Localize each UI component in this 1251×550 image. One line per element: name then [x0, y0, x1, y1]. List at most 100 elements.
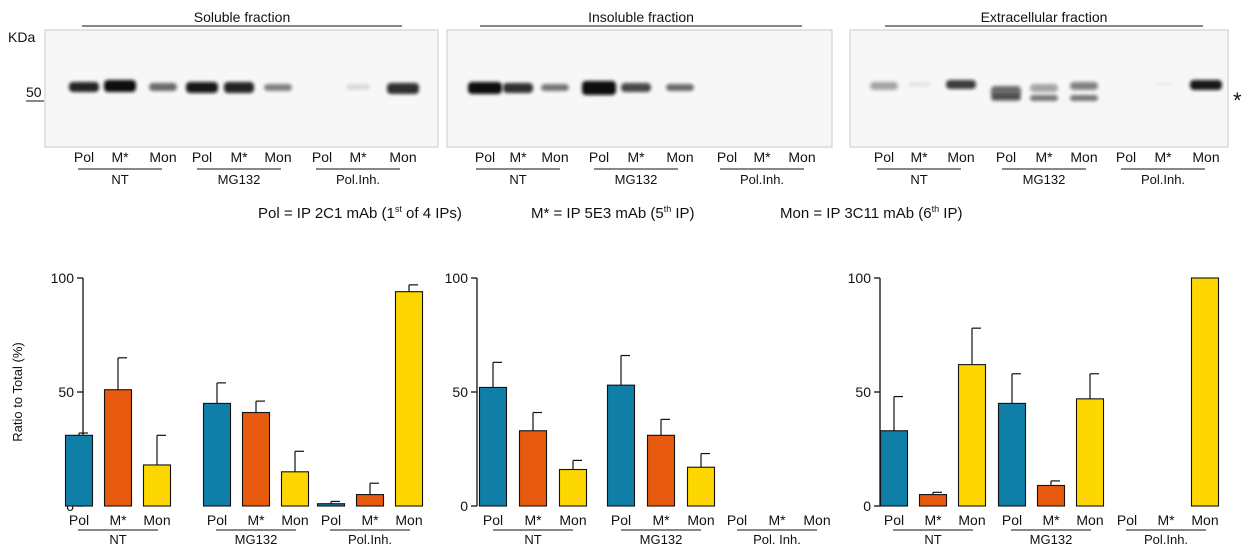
blot-band [387, 83, 419, 94]
x-tick-label: Mon [281, 512, 308, 528]
bar-chart-3: 0 50 100 Pol M* Mon Pol M* Mon Pol M* Mon NT MG132 Pol… [848, 270, 1220, 547]
bar [997, 402, 1027, 507]
bar [558, 468, 588, 507]
y-tick-label: 100 [848, 270, 872, 286]
blot-lane-label: M* [753, 149, 771, 165]
bar [316, 503, 346, 507]
blot-group-label: MG132 [1023, 172, 1066, 187]
blot-band [946, 80, 976, 89]
blot-band [1153, 82, 1173, 86]
kda-label: KDa [8, 29, 35, 45]
blot-band [69, 82, 99, 92]
y-tick-label: 100 [51, 270, 75, 286]
blot-group-label: Pol.Inh. [336, 172, 380, 187]
bar-chart-2: 0 50 100 Pol M* Mon Pol M* Mon Pol M* Mon NT MG132 Pol… [445, 270, 831, 547]
x-tick-label: Mon [395, 512, 422, 528]
x-tick-label: M* [652, 512, 670, 528]
blot-lane-label: M* [1035, 149, 1053, 165]
x-tick-label: Pol [207, 512, 227, 528]
x-tick-label: M* [524, 512, 542, 528]
bar [103, 389, 133, 507]
blot-band [468, 82, 502, 94]
bar [142, 464, 172, 507]
group-label: Pol.Inh. [1144, 532, 1188, 547]
x-tick-label: Pol [483, 512, 503, 528]
blot-lane-label: Mon [947, 149, 974, 165]
blot-lane-label: Mon [1070, 149, 1097, 165]
blot-lane-label: Pol [717, 149, 737, 165]
blot-group-label: MG132 [615, 172, 658, 187]
x-tick-label: Pol [69, 512, 89, 528]
blot-group-label: Pol.Inh. [740, 172, 784, 187]
blot-lane-label: Pol [475, 149, 495, 165]
blot-lane-label: Pol [1116, 149, 1136, 165]
blot-band-lower [991, 95, 1021, 101]
legend-mon: Mon = IP 3C11 mAb (6th IP) [780, 204, 963, 223]
blot-band [1070, 82, 1098, 90]
y-tick-label: 50 [855, 384, 871, 400]
blot-lane-label: Mon [541, 149, 568, 165]
blot-lane-label: Mon [389, 149, 416, 165]
x-tick-label: Pol [611, 512, 631, 528]
legend-m-star: M* = IP 5E3 mAb (5th IP) [531, 204, 695, 223]
blot-band [582, 81, 616, 95]
bar-chart-1: 050100Ratio to Total (%)PolM*MonPolM*Mon… [10, 270, 424, 547]
bar [394, 291, 424, 507]
x-tick-label: Mon [958, 512, 985, 528]
bar [1190, 277, 1220, 507]
blot-band [1190, 80, 1222, 90]
x-tick-label: Pol [1002, 512, 1022, 528]
blot-lane-label: M* [111, 149, 129, 165]
group-label: Pol.Inh. [348, 532, 392, 547]
bar [241, 411, 271, 507]
x-tick-label: Mon [803, 512, 830, 528]
bar [202, 402, 232, 507]
x-tick-label: Mon [1191, 512, 1218, 528]
blot-lane-label: Pol [192, 149, 212, 165]
bar [686, 466, 716, 507]
blot-group-label: Pol.Inh. [1141, 172, 1185, 187]
blot-band [104, 80, 136, 92]
y-tick-label: 100 [445, 270, 469, 286]
group-label: MG132 [235, 532, 278, 547]
blot-title: Soluble fraction [194, 9, 291, 25]
y-axis-label: Ratio to Total (%) [10, 342, 25, 441]
blot-band [346, 84, 370, 90]
group-label: MG132 [1030, 532, 1073, 547]
bar [478, 386, 508, 507]
blot-lane-label: M* [627, 149, 645, 165]
blot-band [149, 83, 177, 91]
blot-band-lower [1030, 95, 1058, 101]
blot-group-label: NT [111, 172, 128, 187]
blot-panel-1: Soluble fraction Pol M* Mon Pol M* Mon Pol M* Mon… [44, 9, 439, 187]
blot-lane-label: Mon [149, 149, 176, 165]
group-label: NT [524, 532, 541, 547]
blot-lane-label: Pol [589, 149, 609, 165]
x-tick-label: M* [109, 512, 127, 528]
bar [1036, 484, 1066, 507]
blot-band [541, 84, 569, 91]
blot-lane-label: Pol [996, 149, 1016, 165]
blot-band-lower [1070, 95, 1098, 101]
blot-group-label: NT [910, 172, 927, 187]
bar [606, 384, 636, 507]
bar [879, 430, 909, 507]
x-tick-label: M* [924, 512, 942, 528]
blot-band [908, 82, 930, 87]
blot-lane-label: Mon [788, 149, 815, 165]
blot-lane-label: Mon [1192, 149, 1219, 165]
blot-lane-label: Mon [666, 149, 693, 165]
x-tick-label: M* [1157, 512, 1175, 528]
blot-lane-label: Pol [74, 149, 94, 165]
x-tick-label: Mon [687, 512, 714, 528]
blot-lane-label: M* [230, 149, 248, 165]
blot-lane-label: Pol [874, 149, 894, 165]
blot-band [666, 84, 694, 91]
blot-lane-label: M* [509, 149, 527, 165]
y-tick-label: 0 [863, 498, 871, 514]
blot-panel-2: Insoluble fraction Pol M* Mon Pol M* Mon Pol M* M… [446, 9, 833, 187]
blot-lane-label: Pol [312, 149, 332, 165]
bar [646, 434, 676, 507]
blot-band [1030, 84, 1058, 92]
